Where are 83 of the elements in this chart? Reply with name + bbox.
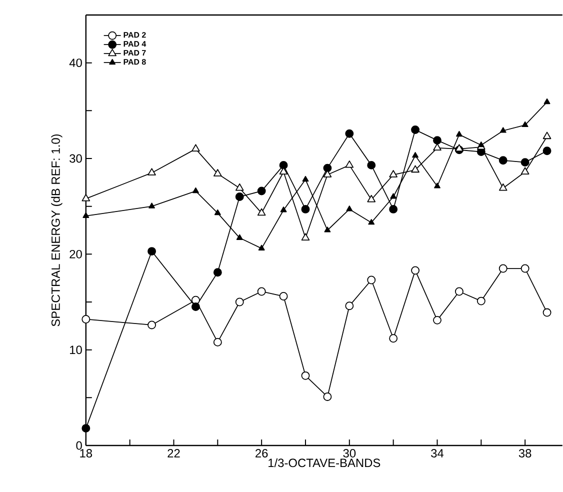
point [346, 205, 353, 212]
point [213, 268, 222, 276]
point [412, 152, 418, 158]
point [434, 182, 440, 188]
point [520, 158, 530, 166]
point [522, 121, 528, 127]
y-tick-label: 40 [69, 58, 82, 67]
point [213, 338, 222, 346]
point [82, 194, 90, 202]
x-axis-title: 1/3-OCTAVE-BANDS [268, 458, 380, 467]
y-axis-title: SPECTRAL ENERGY (dB REF: 1.0) [51, 134, 62, 326]
point [367, 194, 376, 202]
x-tick-label: 30 [343, 448, 356, 458]
point [148, 320, 156, 329]
point [411, 266, 420, 274]
y-tick-label: 0 [76, 441, 82, 450]
x-tick-label: 26 [256, 448, 268, 458]
point [456, 130, 462, 136]
point [520, 166, 530, 174]
x-tick-label: 18 [80, 448, 92, 458]
point [214, 168, 222, 176]
point [257, 287, 266, 296]
point [279, 292, 288, 300]
point [82, 424, 90, 432]
x-tick-label: 22 [168, 448, 180, 458]
point [257, 186, 266, 196]
point [301, 204, 310, 214]
point [455, 144, 464, 152]
point [235, 183, 244, 191]
point [498, 183, 508, 191]
point [367, 160, 376, 170]
point [433, 316, 442, 324]
point [148, 168, 156, 176]
point [323, 164, 332, 172]
point [192, 144, 200, 152]
point [454, 287, 464, 296]
point [192, 187, 199, 193]
point [500, 126, 506, 133]
point [191, 302, 200, 311]
point [236, 234, 243, 240]
point [214, 209, 221, 215]
point [82, 212, 90, 218]
point [367, 276, 376, 284]
y-tick-label: 10 [70, 345, 82, 354]
point [389, 170, 398, 178]
point [520, 264, 530, 273]
point [301, 232, 310, 240]
x-tick-label: 34 [431, 448, 444, 458]
y-tick-label: 30 [70, 154, 82, 162]
point [235, 192, 244, 201]
point [498, 264, 508, 273]
point [148, 202, 155, 208]
point [235, 298, 244, 306]
point [411, 165, 420, 172]
point [301, 371, 310, 380]
point [542, 146, 552, 155]
point [478, 141, 484, 147]
point [345, 301, 354, 310]
point [345, 160, 354, 168]
point [476, 296, 486, 306]
point [433, 143, 442, 150]
point [544, 98, 550, 104]
point [433, 136, 442, 144]
point [389, 334, 398, 342]
point [258, 244, 265, 250]
point [389, 204, 398, 214]
point [257, 208, 266, 216]
point [542, 132, 552, 139]
point [323, 392, 332, 401]
point [279, 160, 288, 170]
point [542, 308, 552, 317]
y-tick-label: 20 [70, 250, 82, 258]
point [390, 192, 397, 199]
point [324, 226, 331, 232]
x-tick-label: 38 [518, 448, 532, 458]
point [411, 125, 420, 134]
point [280, 206, 287, 212]
point [368, 218, 375, 224]
point [302, 176, 309, 182]
point [82, 314, 90, 324]
point [148, 246, 156, 256]
point [498, 156, 508, 164]
point [345, 129, 354, 138]
